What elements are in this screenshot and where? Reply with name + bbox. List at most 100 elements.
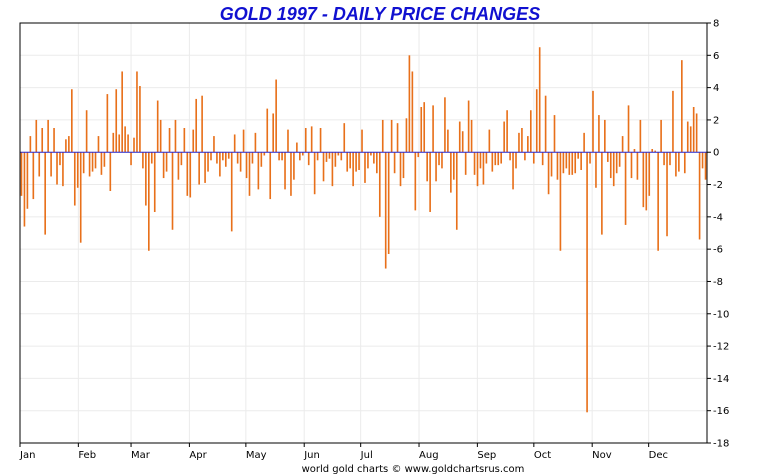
bar: [660, 119, 662, 153]
bar: [130, 152, 132, 166]
bar: [112, 132, 115, 153]
bar: [654, 150, 656, 153]
bar: [174, 119, 177, 153]
bar: [559, 152, 562, 251]
x-tick-label: Sep: [477, 450, 496, 461]
bar: [574, 152, 577, 174]
bar: [230, 152, 233, 232]
bar: [148, 152, 150, 251]
bar: [447, 129, 449, 153]
bar: [681, 60, 683, 153]
bar: [370, 152, 372, 156]
y-tick-label: -4: [713, 212, 723, 223]
bar: [301, 152, 304, 156]
bar: [47, 119, 49, 153]
bar: [73, 152, 76, 206]
bar: [396, 123, 399, 153]
bar: [153, 152, 156, 212]
bar: [645, 152, 648, 211]
bar: [334, 152, 337, 167]
bar: [367, 152, 369, 169]
bar: [503, 121, 505, 153]
bar: [467, 100, 470, 153]
bar: [319, 128, 322, 153]
bar: [553, 115, 556, 153]
bar: [355, 152, 357, 172]
bar: [32, 152, 35, 200]
bar: [609, 152, 612, 179]
bar: [420, 107, 423, 153]
bar: [224, 152, 227, 167]
bar: [461, 131, 464, 153]
y-tick-label: -12: [713, 342, 729, 353]
bar: [583, 132, 585, 153]
bar: [689, 126, 692, 153]
bar: [491, 152, 494, 172]
y-tick-label: -16: [713, 406, 729, 417]
bar: [248, 152, 251, 196]
bar: [82, 152, 85, 174]
bar: [417, 152, 420, 158]
bar: [124, 126, 126, 153]
bar: [438, 152, 440, 166]
bar: [76, 152, 79, 188]
bar: [296, 142, 298, 153]
bar: [589, 152, 591, 164]
bar: [482, 152, 485, 185]
bar: [683, 152, 686, 174]
bar: [269, 152, 272, 200]
bar: [598, 115, 600, 153]
bar: [204, 152, 206, 183]
bar: [441, 152, 443, 169]
bar: [281, 152, 283, 161]
bar: [186, 152, 189, 196]
y-tick-label: 0: [713, 148, 719, 159]
bar: [115, 89, 118, 153]
bar: [470, 119, 473, 153]
bar: [201, 95, 203, 153]
bar: [429, 152, 431, 212]
y-tick-label: 6: [713, 51, 719, 62]
bar: [307, 152, 310, 166]
bar: [701, 152, 704, 169]
bar: [343, 123, 346, 153]
bar: [538, 47, 541, 153]
bar: [387, 152, 390, 254]
bar: [604, 119, 606, 153]
y-tick-label: -14: [713, 374, 729, 385]
x-tick-label: Mar: [131, 450, 151, 461]
bar: [698, 152, 701, 240]
bar: [216, 152, 218, 164]
bar: [494, 152, 497, 166]
bar: [183, 128, 186, 153]
bar: [464, 152, 467, 175]
bar: [331, 152, 334, 187]
bar: [97, 136, 100, 153]
bar: [612, 152, 615, 187]
bars: [20, 47, 707, 413]
bar: [500, 152, 503, 164]
bar: [150, 152, 153, 164]
bar: [529, 110, 532, 153]
bar: [316, 152, 319, 161]
bar: [485, 152, 488, 164]
bar: [636, 152, 639, 180]
bar: [571, 152, 574, 175]
bar: [106, 94, 109, 153]
bar: [71, 89, 73, 153]
bar: [165, 152, 168, 172]
bar: [423, 102, 426, 153]
bar: [88, 152, 91, 177]
bar: [340, 152, 343, 161]
bar: [426, 152, 428, 182]
bar: [85, 110, 88, 153]
bar: [453, 152, 455, 180]
x-tick-label: Nov: [592, 450, 612, 461]
bar: [390, 119, 393, 153]
bar: [399, 152, 402, 187]
bar: [595, 152, 597, 188]
bar: [242, 129, 245, 153]
bar: [313, 152, 316, 195]
bar: [257, 152, 260, 190]
